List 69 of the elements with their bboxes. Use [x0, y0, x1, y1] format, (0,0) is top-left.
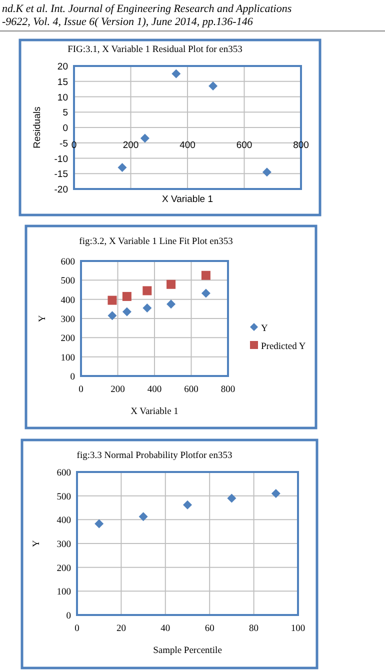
y-axis-title: Y [32, 540, 42, 547]
y-tick-label: 200 [60, 334, 76, 344]
point [122, 307, 132, 316]
point [183, 500, 192, 510]
point [172, 69, 181, 78]
y-tick-label: -5 [60, 138, 68, 150]
y-tick-label: -20 [54, 184, 68, 196]
text: nd.K et al. Int. Journal of Engineering Research and Applications [2, 3, 292, 15]
y-tick-label: 400 [60, 296, 76, 306]
y-tick-label: 20 [57, 62, 68, 72]
y-axis-title: Y [38, 314, 48, 322]
text: -9622, Vol. 4, Issue 6( Version 1), June 2014, pp.136-146 [2, 16, 254, 28]
point [208, 81, 218, 90]
chart-title: fig:3.3 Normal Probability Plotfor en353 [76, 451, 232, 461]
y-tick-label: 500 [56, 492, 72, 502]
point [142, 303, 152, 312]
point [262, 168, 272, 177]
y-tick-label: 500 [60, 276, 76, 287]
legend-label: Predicted Y [261, 342, 306, 352]
x-tick-label: 0 [78, 385, 84, 395]
point [271, 488, 280, 498]
y-tick-label: 0 [66, 612, 72, 622]
legend-label: Y [261, 324, 268, 334]
point [108, 311, 117, 320]
point [142, 286, 152, 296]
y-tick-label: -15 [54, 169, 68, 180]
point [201, 288, 210, 298]
x-tick-label: 40 [160, 624, 170, 634]
x-tick-label: 800 [220, 385, 236, 395]
point [94, 519, 104, 528]
x-tick-label: 600 [184, 385, 199, 395]
x-tick-label: 400 [180, 140, 196, 151]
y-tick-label: 400 [56, 516, 72, 526]
x-axis-title: X Variable 1 [130, 407, 179, 417]
y-tick-label: 100 [56, 588, 72, 598]
x-tick-label: 80 [249, 624, 259, 634]
point [166, 300, 176, 309]
y-axis-title: Residuals [32, 106, 43, 148]
y-tick-label: 0 [70, 372, 76, 382]
y-tick-label: 200 [56, 564, 72, 574]
x-tick-label: 200 [122, 140, 139, 151]
x-tick-label: 600 [236, 140, 252, 151]
x-tick-label: 100 [290, 624, 306, 634]
y-tick-label: 100 [60, 353, 76, 364]
y-tick-label: 15 [57, 76, 68, 88]
x-axis-title: X Variable 1 [162, 194, 214, 205]
point [138, 512, 148, 522]
x-tick-label: 400 [147, 385, 162, 395]
chart-title: fig:3.2, X Variable 1 Line Fit Plot en353 [79, 237, 234, 247]
x-tick-label: 60 [204, 624, 215, 634]
point [227, 494, 236, 503]
y-tick-label: 5 [62, 108, 68, 119]
x-axis-title: Sample Percentile [153, 646, 222, 656]
y-tick-label: 600 [56, 468, 72, 478]
x-tick-label: 20 [116, 624, 126, 634]
y-tick-label: 10 [57, 92, 68, 104]
x-tick-label: 200 [110, 385, 126, 395]
y-tick-label: 0 [62, 123, 68, 134]
point [122, 292, 132, 301]
point [201, 270, 210, 280]
point [108, 296, 117, 305]
chart-title: FIG:3.1, X Variable 1 Residual Plot for en353 [68, 45, 243, 55]
point [118, 162, 127, 172]
y-tick-label: 300 [56, 540, 72, 550]
y-tick-label: -10 [54, 154, 68, 165]
point [140, 134, 150, 143]
point [166, 280, 176, 289]
y-tick-label: 300 [60, 315, 76, 325]
y-tick-label: 600 [60, 258, 76, 268]
